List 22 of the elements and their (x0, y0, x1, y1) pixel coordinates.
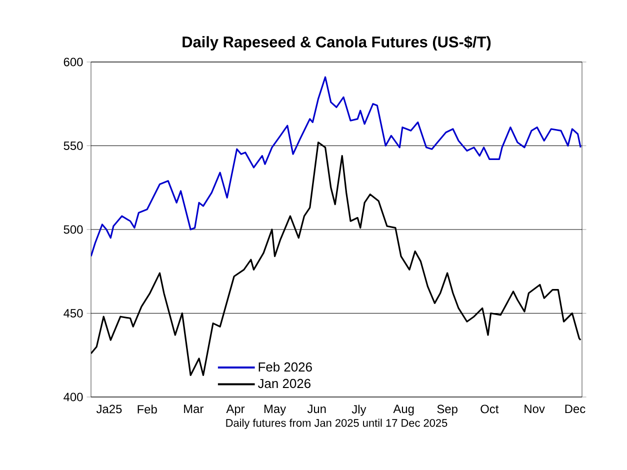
x-tick-label: Mar (184, 404, 204, 414)
x-tick-label: Oct (480, 404, 499, 414)
x-tick-label: Aug (393, 404, 414, 416)
x-axis-title: Daily futures from Jan 2025 until 17 Dec 2025 (226, 418, 448, 429)
y-tick-label: 500 (64, 225, 83, 234)
line-series (91, 76, 582, 258)
y-tick-label: 400 (64, 392, 83, 402)
x-tick-label: Dec (565, 404, 586, 414)
legend-label: Feb 2026 (258, 362, 312, 372)
chart-title: Daily Rapeseed & Canola Futures (US-$/T) (182, 36, 491, 51)
y-tick-label: 600 (64, 58, 83, 66)
x-tick-label: Sep (437, 404, 458, 416)
y-tick-label: 550 (64, 142, 83, 150)
x-tick-label: Apr (226, 404, 245, 416)
x-tick-label: Jly (352, 404, 366, 416)
x-tick-label: Nov (524, 404, 545, 414)
legend-label: Jan 2026 (258, 378, 310, 388)
x-tick-label: Feb (138, 404, 157, 414)
y-tick-label: 450 (64, 309, 83, 318)
x-tick-label: May (264, 404, 286, 416)
x-tick-label: Ja25 (96, 404, 122, 414)
x-tick-label: Jun (307, 404, 326, 414)
